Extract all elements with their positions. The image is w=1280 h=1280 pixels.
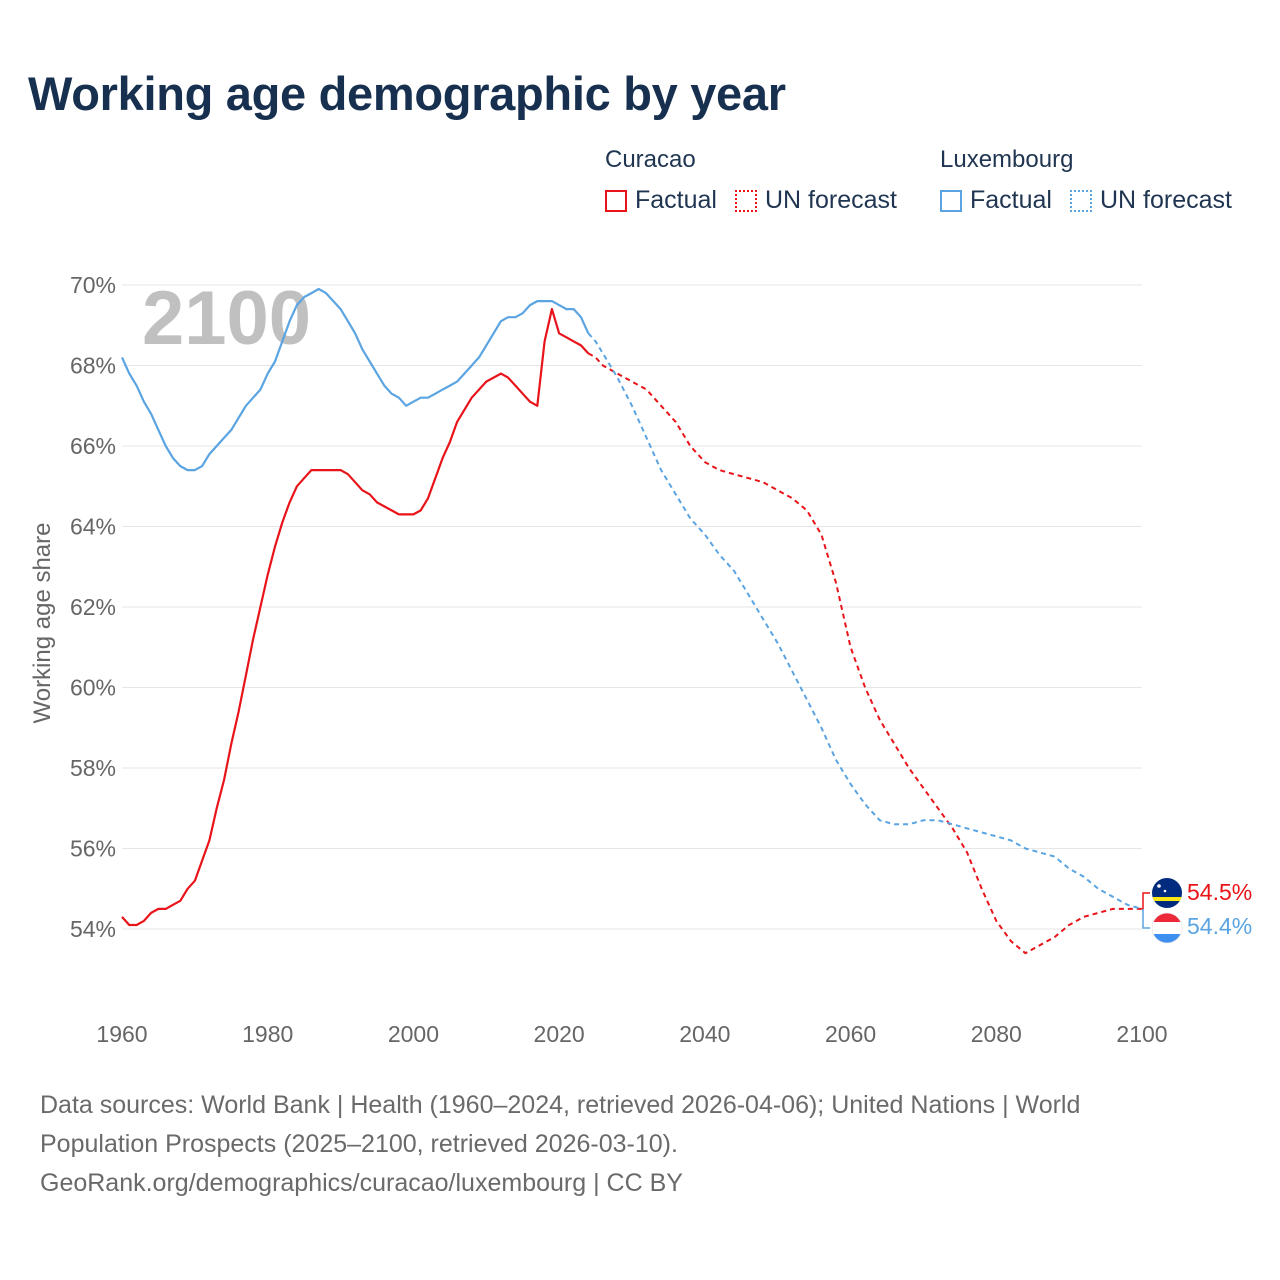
y-axis: 54% 56% 58% 60% 62% 64% 66% 68% 70%: [70, 272, 116, 942]
legend-item-curacao-forecast[interactable]: UN forecast: [734, 186, 897, 215]
data-sources: Data sources: World Bank | Health (1960–…: [40, 1086, 1190, 1203]
series-line-curacao-forecast[interactable]: [587, 352, 1142, 955]
x-tick-label: 1960: [96, 1021, 147, 1047]
y-axis-title: Working age share: [29, 523, 56, 724]
y-tick-label: 66%: [70, 433, 116, 459]
series-line-luxembourg-factual[interactable]: [120, 287, 590, 472]
flag-curacao-icon: [1152, 878, 1182, 908]
y-tick-label: 68%: [70, 353, 116, 379]
year-watermark: 2100: [142, 276, 311, 361]
legend-item-luxembourg-factual[interactable]: Factual: [940, 186, 1052, 215]
legend-country-luxembourg: Luxembourg: [940, 146, 1074, 173]
legend-swatch-curacao-factual: [605, 189, 627, 212]
x-tick-label: 2060: [825, 1021, 876, 1047]
legend-curacao: Curacao Factual UN forecast: [605, 146, 915, 215]
y-tick-label: 64%: [70, 514, 116, 540]
legend-item-curacao-factual[interactable]: Factual: [605, 186, 717, 215]
end-label-luxembourg: 54.4%: [1187, 913, 1252, 939]
legend-swatch-curacao-forecast: [734, 189, 757, 212]
chart-title: Working age demographic by year: [28, 67, 786, 120]
y-tick-label: 56%: [70, 836, 116, 862]
end-label-curacao: 54.5%: [1187, 879, 1252, 905]
y-tick-label: 60%: [70, 675, 116, 701]
line-chart: 2100 54% 56% 58% 60% 62% 64% 66% 68% 70% 1960 198…: [29, 272, 1252, 1047]
y-tick-label: 54%: [70, 916, 116, 942]
legend-luxembourg: Luxembourg Factual UN forecast: [940, 146, 1250, 215]
legend-label-curacao-forecast: UN forecast: [764, 186, 897, 214]
x-tick-label: 2000: [388, 1021, 439, 1047]
x-tick-label: 2020: [534, 1021, 585, 1047]
legend-country-curacao: Curacao: [605, 146, 696, 173]
sources-link[interactable]: GeoRank.org/demographics/curacao/luxembo…: [40, 1169, 683, 1197]
x-axis: 1960 1980 2000 2020 2040 2060 2080 2100: [96, 1021, 1167, 1047]
x-tick-label: 1980: [242, 1021, 293, 1047]
sources-text: Data sources: World Bank | Health (1960–…: [40, 1091, 1081, 1158]
end-connector-luxembourg: [1142, 909, 1150, 929]
series-line-luxembourg-forecast[interactable]: [587, 332, 1143, 910]
series-line-curacao-factual[interactable]: [121, 308, 590, 927]
legend-label-luxembourg-factual: Factual: [970, 186, 1052, 214]
end-connector-curacao: [1142, 892, 1150, 910]
y-tick-label: 70%: [70, 272, 116, 298]
legend-swatch-luxembourg-forecast: [1069, 189, 1092, 212]
y-tick-label: 62%: [70, 594, 116, 620]
grid: [122, 284, 1142, 930]
end-markers: 54.5% 54.4%: [1142, 878, 1252, 944]
legend-swatch-luxembourg-factual: [940, 189, 962, 212]
legend-label-luxembourg-forecast: UN forecast: [1099, 186, 1232, 214]
flag-luxembourg-icon: [1151, 912, 1183, 944]
x-tick-label: 2040: [679, 1021, 730, 1047]
x-tick-label: 2080: [971, 1021, 1022, 1047]
legend-label-curacao-factual: Factual: [635, 186, 717, 214]
legend-item-luxembourg-forecast[interactable]: UN forecast: [1069, 186, 1232, 215]
y-tick-label: 58%: [70, 755, 116, 781]
x-tick-label: 2100: [1116, 1021, 1167, 1047]
series: [120, 287, 1143, 955]
